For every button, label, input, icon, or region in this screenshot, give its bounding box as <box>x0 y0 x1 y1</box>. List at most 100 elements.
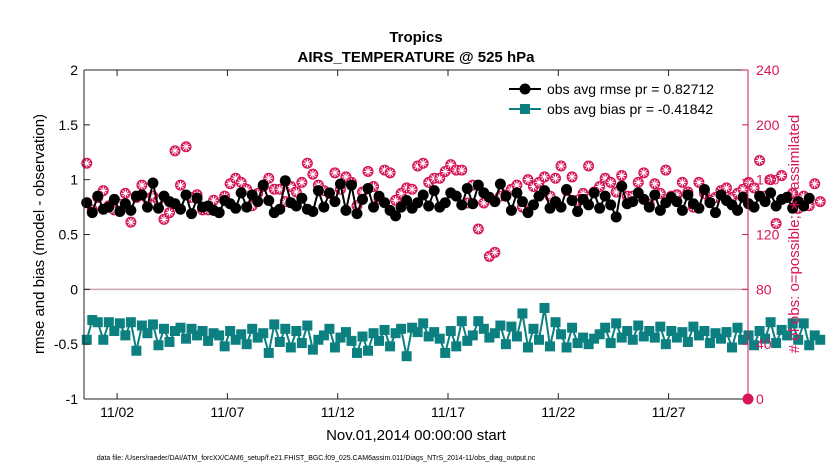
bias-marker <box>594 329 605 340</box>
bias-marker <box>363 345 374 356</box>
obs-count-point <box>748 182 760 194</box>
obs-count-point <box>632 176 644 188</box>
bias-marker <box>727 342 738 353</box>
bias-marker <box>263 347 274 358</box>
rmse-marker <box>274 203 286 215</box>
bias-marker <box>258 328 269 339</box>
bias-marker <box>440 347 451 358</box>
obs-assimilated-marker <box>799 191 808 201</box>
obs-count-point <box>770 218 782 230</box>
rmse-marker <box>191 192 203 204</box>
obs-assimilated-marker <box>82 159 91 168</box>
obs-assimilated-marker <box>634 178 643 187</box>
obs-assimilated-marker <box>297 178 307 187</box>
obs-assimilated-marker <box>126 217 136 227</box>
data-file-footnote: data file: /Users/raeder/DAI/ATM_forcXX/… <box>97 455 536 462</box>
bias-marker <box>600 322 611 333</box>
rmse-marker <box>759 196 771 208</box>
bias-marker <box>484 332 495 343</box>
bias-marker <box>451 341 462 352</box>
obs-assimilated-marker <box>727 193 737 202</box>
rmse-marker <box>136 189 148 201</box>
rmse-marker <box>329 196 341 208</box>
obs-assimilated-marker <box>496 191 505 201</box>
bias-marker <box>765 317 776 328</box>
rmse-marker <box>709 207 721 219</box>
obs-assimilated-marker <box>606 178 615 187</box>
obs-assimilated-marker <box>236 178 246 187</box>
obs-assimilated-marker <box>490 248 500 257</box>
obs-count-point <box>329 167 341 179</box>
bias-marker <box>660 339 671 350</box>
rmse-marker <box>141 201 153 213</box>
bias-marker <box>434 333 445 344</box>
obs-count-point <box>754 154 766 166</box>
bias-marker <box>511 331 522 342</box>
bias-marker <box>203 335 214 346</box>
obs-assimilated-marker <box>623 191 632 201</box>
obs-assimilated-marker <box>396 189 406 198</box>
bias-marker <box>743 330 754 341</box>
rmse-marker <box>345 179 357 191</box>
rmse-marker <box>599 190 611 202</box>
obs-assimilated-marker <box>110 205 119 215</box>
obs-assimilated-marker <box>722 183 731 193</box>
bias-marker <box>539 302 550 313</box>
bias-marker <box>495 320 506 331</box>
obs-count-point <box>555 160 567 172</box>
obs-assimilated-marker <box>159 215 169 224</box>
bias-marker <box>302 320 313 331</box>
x-tick-label: 11/27 <box>652 404 686 420</box>
legend-box <box>504 77 744 119</box>
obs-assimilated-marker <box>457 165 466 175</box>
rmse-marker <box>555 201 567 213</box>
bias-marker <box>109 326 120 337</box>
obs-assimilated-marker <box>137 180 147 190</box>
rmse-marker <box>323 187 335 199</box>
rmse-marker <box>263 195 275 207</box>
obs-assimilated-marker <box>534 178 544 187</box>
obs-assimilated-marker <box>656 189 665 198</box>
rmse-marker <box>92 190 104 202</box>
rmse-marker <box>362 182 374 194</box>
bias-marker <box>815 334 826 345</box>
obs-assimilated-marker <box>385 168 395 178</box>
bias-marker <box>456 316 467 327</box>
obs-assimilated-marker <box>711 193 720 202</box>
y-tick-label: 0.5 <box>59 227 79 243</box>
rmse-marker <box>390 210 402 222</box>
obs-assimilated-marker <box>248 201 257 210</box>
bias-marker <box>252 332 263 343</box>
obs-assimilated-marker <box>187 193 196 202</box>
obs-assimilated-marker <box>816 197 825 206</box>
rmse-marker <box>748 201 760 213</box>
bias-marker <box>561 342 572 353</box>
rmse-marker <box>522 207 534 219</box>
x-axis-label: Nov.01,2014 00:00:00 start <box>326 427 507 444</box>
rmse-marker <box>357 193 369 205</box>
rmse-marker <box>505 204 517 216</box>
obs-assimilated-marker <box>446 160 455 169</box>
rmse-marker <box>467 198 479 210</box>
obs-assimilated-marker <box>452 165 461 175</box>
rmse-marker <box>671 196 683 208</box>
obs-assimilated-marker <box>165 208 174 217</box>
bias-marker <box>374 335 385 346</box>
obs-assimilated-marker <box>600 174 610 183</box>
bias-marker <box>318 330 329 341</box>
obs-assimilated-marker <box>810 179 819 188</box>
rmse-marker <box>379 197 391 209</box>
obs-count-point <box>676 176 688 188</box>
bias-marker <box>120 330 131 341</box>
rmse-marker <box>290 200 302 212</box>
obs-assimilated-marker <box>281 197 290 206</box>
obs-assimilated-marker <box>639 168 648 178</box>
bias-marker <box>329 342 340 353</box>
obs-assimilated-marker <box>545 191 555 201</box>
bias-marker <box>335 332 346 343</box>
obs-assimilated-marker <box>154 196 163 205</box>
obs-count-point <box>163 207 175 219</box>
rmse-marker <box>257 179 269 191</box>
bias-marker <box>219 341 230 352</box>
